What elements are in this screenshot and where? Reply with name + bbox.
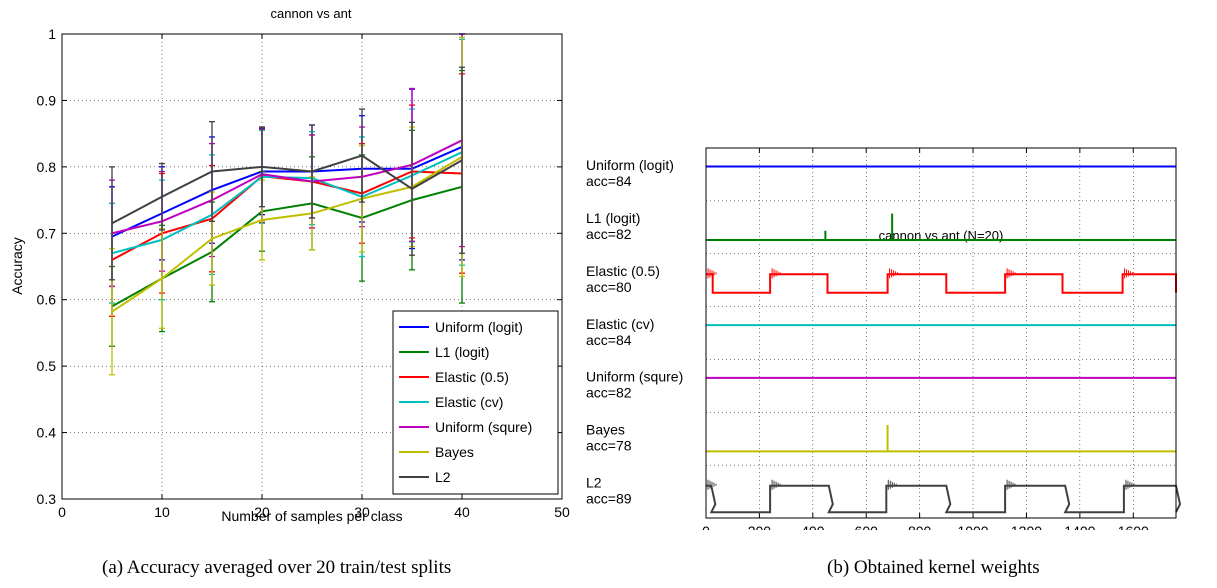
y-tick-label: 0.3 (37, 491, 57, 507)
row-label: Bayes (586, 421, 625, 437)
accuracy-chart: cannon vs ant 0 10 20 30 40 50 0.30.40.50.60.… (9, 6, 570, 524)
series-layer (706, 165, 1182, 514)
row-accuracy: acc=84 (586, 332, 632, 348)
x-tick-label: 200 (748, 523, 772, 530)
x-tick-label: 800 (908, 523, 932, 530)
x-tick-label: 30 (354, 504, 370, 520)
series-line (706, 273, 1177, 294)
series-line (111, 185, 463, 308)
x-tick-label: 40 (454, 504, 470, 520)
y-tick-label: 0.6 (37, 292, 57, 308)
legend-label: Elastic (0.5) (435, 369, 509, 385)
accuracy-chart-title: cannon vs ant (271, 6, 352, 21)
x-tick-label: 1000 (957, 523, 988, 530)
series-bayes (706, 424, 1176, 453)
legend-label: Uniform (squre) (435, 419, 532, 435)
x-axis-label: Number of samples per class (221, 508, 402, 524)
x-tick-label: 600 (855, 523, 879, 530)
series-elastic-0-5 (706, 268, 1177, 294)
series-layer (109, 33, 465, 376)
x-tick-label: 20 (254, 504, 270, 520)
y-tick-label: 0.9 (37, 92, 57, 108)
row-label: L1 (logit) (586, 210, 640, 226)
row-label: Uniform (logit) (586, 157, 674, 173)
y-tick-label: 0.8 (37, 159, 57, 175)
legend-label: Elastic (cv) (435, 394, 503, 410)
series-l2 (706, 479, 1182, 514)
row-label: Uniform (squre) (586, 369, 683, 385)
row-accuracy: acc=82 (586, 226, 632, 242)
grid (706, 148, 1176, 518)
legend-label: L1 (logit) (435, 344, 489, 360)
y-tick-label: 1 (48, 26, 56, 42)
x-axis-ticks: 0 200 400 600 800 1000 1200 1400 1600 (702, 148, 1149, 530)
plot-frame (61, 33, 563, 500)
y-tick-label: 0.5 (37, 358, 57, 374)
row-accuracy: acc=82 (586, 385, 632, 401)
x-tick-label: 400 (801, 523, 825, 530)
y-axis-ticks: 0.3 0.4 0.5 0.6 0.7 0.8 0.9 1 (37, 26, 562, 507)
series-l1-logit (706, 213, 1176, 241)
x-tick-label: 10 (154, 504, 170, 520)
series-line (111, 154, 463, 225)
row-label: Elastic (cv) (586, 316, 654, 332)
series-line (111, 145, 463, 238)
row-accuracy: acc=78 (586, 437, 632, 453)
x-tick-label: 1400 (1064, 523, 1095, 530)
x-tick-label: 0 (702, 523, 710, 530)
row-label: Elastic (0.5) (586, 263, 660, 279)
series-line (111, 156, 463, 313)
legend: Uniform (logit) L1 (logit) Elastic (0.5) El… (392, 310, 559, 495)
kernel-weights-chart: cannon vs ant (N=20) 0200400600800100012… (586, 147, 1182, 530)
x-tick-label: 0 (58, 504, 66, 520)
legend-label: L2 (435, 469, 451, 485)
row-accuracy: acc=80 (586, 279, 632, 295)
x-tick-label: 1600 (1118, 523, 1149, 530)
y-tick-label: 0.7 (37, 225, 57, 241)
row-label: L2 (586, 474, 602, 490)
x-axis-ticks: 0 10 20 30 40 50 (58, 34, 570, 520)
row-accuracy: acc=84 (586, 173, 632, 189)
legend-label: Bayes (435, 444, 474, 460)
plot-frame (705, 147, 1177, 519)
caption-left: (a) Accuracy averaged over 20 train/test… (102, 557, 452, 578)
series-line (111, 139, 463, 235)
x-tick-label: 50 (554, 504, 570, 520)
legend-label: Uniform (logit) (435, 319, 523, 335)
series-line (706, 484, 1182, 514)
y-axis-label: Accuracy (9, 237, 25, 295)
x-tick-label: 1200 (1011, 523, 1042, 530)
y-tick-label: 0.4 (37, 425, 57, 441)
row-accuracy: acc=89 (586, 490, 632, 506)
caption-right: (b) Obtained kernel weights (827, 557, 1040, 578)
series-l2 (109, 66, 465, 281)
